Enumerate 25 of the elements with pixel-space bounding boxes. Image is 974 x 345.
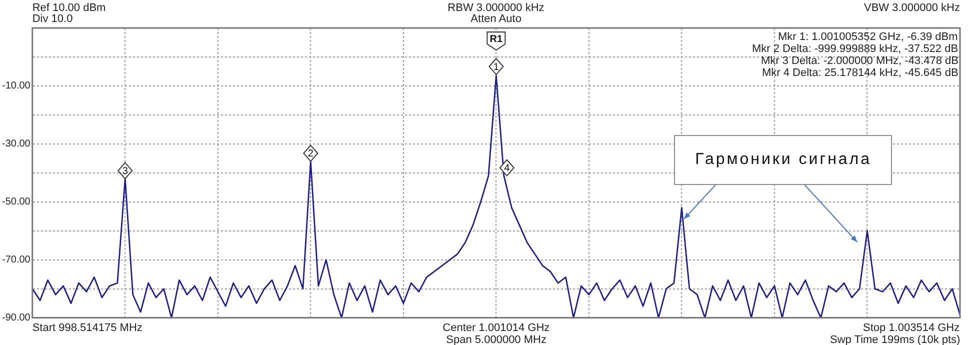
annotation: Гармоники сигнала [674, 135, 892, 186]
text: Div 10.0 [32, 13, 73, 25]
annotation: Mkr 4 Delta: 25.178144 kHz, -45.645 dB [762, 67, 958, 79]
text: Start 998.514175 MHz [32, 322, 142, 334]
y-tick-label: -70.00 [2, 254, 31, 266]
y-tick-label: -30.00 [2, 138, 31, 150]
text: Center 1.001014 GHz [442, 322, 550, 334]
text: Stop 1.003514 GHz [863, 322, 960, 334]
y-tick-label: -10.00 [2, 80, 31, 92]
annotation: 1 [493, 62, 500, 73]
text: VBW 3.000000 kHz [864, 2, 960, 14]
annotation: Mkr 1: 1.001005352 GHz, -6.39 dBm [778, 31, 958, 43]
text: Swp Time 199ms (10k pts) [830, 334, 960, 345]
y-tick-label: -90.00 [2, 312, 31, 324]
annotation: Mkr 3 Delta: -2.000000 MHz, -43.478 dB [761, 55, 958, 67]
annotation: 3 [122, 166, 128, 177]
y-tick-label: -50.00 [2, 196, 31, 208]
annotation: R1 [490, 34, 503, 45]
annotation: 4 [504, 163, 510, 174]
text: Ref 10.00 dBm [32, 2, 106, 14]
annotation: Mkr 2 Delta: -999.999889 kHz, -37.522 dB [752, 43, 958, 55]
text: RBW 3.000000 kHz [448, 2, 544, 14]
annotation: 2 [308, 148, 314, 160]
text: Span 5.000000 MHz [446, 334, 546, 345]
text: Atten Auto [470, 13, 522, 25]
